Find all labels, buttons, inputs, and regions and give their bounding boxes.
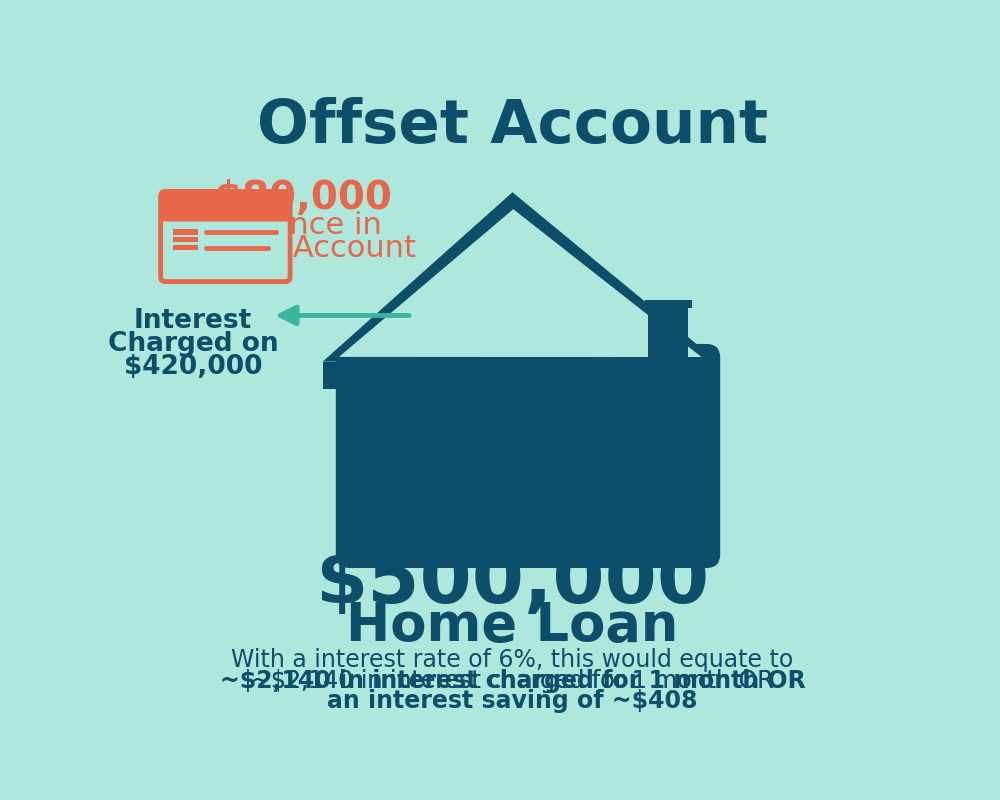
Text: Charged on: Charged on (108, 331, 279, 357)
Text: $80,000: $80,000 (215, 178, 392, 217)
Text: $420,000: $420,000 (124, 354, 262, 380)
Text: balance in: balance in (224, 211, 382, 240)
Text: ~$2,140 in interest charged for 1 month OR: ~$2,140 in interest charged for 1 month … (220, 669, 805, 693)
Text: an interest saving of ~$408: an interest saving of ~$408 (347, 690, 678, 714)
Bar (648, 302, 688, 362)
Text: Interest: Interest (134, 308, 252, 334)
Polygon shape (691, 362, 718, 389)
Bar (165, 196, 285, 217)
Text: $500,000: $500,000 (315, 546, 710, 619)
FancyBboxPatch shape (161, 191, 290, 222)
Text: Home Loan: Home Loan (346, 600, 679, 652)
Text: With a interest rate of 6%, this would equate to: With a interest rate of 6%, this would e… (231, 648, 794, 672)
Polygon shape (323, 362, 350, 389)
Text: ~$2,140 in interest charged for 1 month OR: ~$2,140 in interest charged for 1 month … (251, 669, 774, 693)
FancyBboxPatch shape (336, 344, 720, 568)
Text: Offset Account: Offset Account (257, 98, 768, 156)
Polygon shape (323, 192, 718, 362)
Text: ~$2,140 in interest charged for 1 month OR: ~$2,140 in interest charged for 1 month … (251, 669, 774, 693)
FancyBboxPatch shape (161, 191, 290, 282)
Bar (173, 245, 198, 250)
Bar (173, 230, 198, 234)
Text: Offset Account: Offset Account (191, 234, 416, 263)
Text: an interest saving of ~$408: an interest saving of ~$408 (327, 690, 698, 714)
Polygon shape (339, 209, 701, 357)
Bar (173, 237, 198, 242)
Bar (645, 300, 692, 308)
